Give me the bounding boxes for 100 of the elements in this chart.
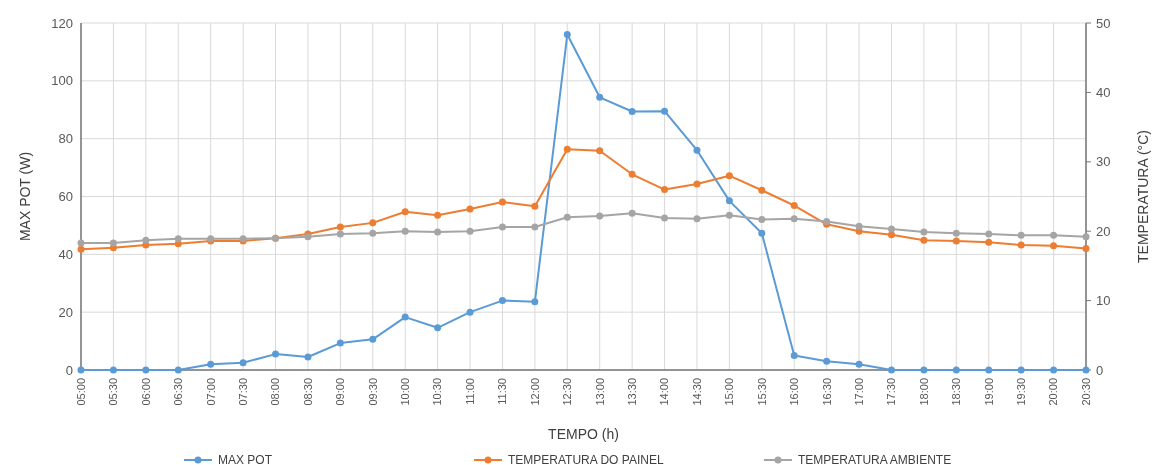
x-tick-label: 14:30	[690, 378, 703, 406]
point	[336, 223, 344, 231]
point	[790, 352, 798, 360]
point	[628, 107, 636, 115]
y-tick-label: 100	[51, 73, 73, 89]
point	[952, 229, 960, 237]
point	[272, 350, 280, 358]
point	[596, 93, 604, 101]
x-tick-label: 09:30	[366, 378, 379, 406]
point	[142, 366, 150, 374]
x-tick-label: 16:30	[820, 378, 833, 406]
x-tick-label: 20:00	[1047, 378, 1060, 406]
y-axis-title: MAX POT (W)	[17, 151, 33, 242]
point	[758, 215, 766, 223]
x-tick-label: 11:30	[496, 378, 509, 405]
y-tick-label: 40	[58, 246, 73, 262]
point	[434, 228, 442, 236]
point	[1017, 231, 1025, 239]
x-tick-label: 06:00	[139, 378, 152, 406]
point	[1082, 233, 1090, 241]
point	[498, 198, 506, 206]
point	[401, 208, 409, 216]
x-tick-label: 12:30	[561, 378, 574, 406]
x-tick-label: 16:00	[788, 378, 801, 406]
point	[725, 197, 733, 205]
point	[563, 145, 571, 153]
point	[369, 335, 377, 343]
point	[1017, 241, 1025, 249]
point	[207, 360, 215, 368]
point	[77, 366, 85, 374]
point	[304, 353, 312, 361]
point	[758, 229, 766, 237]
point	[920, 228, 928, 236]
point	[952, 366, 960, 374]
point	[239, 359, 247, 367]
point	[142, 236, 150, 244]
point	[693, 146, 701, 154]
point	[661, 186, 669, 194]
point	[563, 31, 571, 39]
x-tick-label: 09:00	[334, 378, 347, 406]
point	[596, 147, 604, 155]
point	[369, 219, 377, 227]
point	[336, 230, 344, 238]
point	[466, 205, 474, 213]
x-tick-label: 18:00	[917, 378, 930, 406]
point	[498, 297, 506, 305]
x-tick-label: 12:00	[528, 378, 541, 406]
x-tick-label: 13:30	[625, 378, 638, 406]
x-tick-label: 17:00	[852, 378, 865, 406]
y-tick-label: 80	[58, 131, 73, 147]
point	[1050, 231, 1058, 239]
point	[531, 223, 539, 231]
point	[887, 225, 895, 233]
y2-tick-label: 50	[1096, 15, 1111, 31]
y2-tick-label: 0	[1096, 362, 1104, 378]
x-tick-label: 05:30	[107, 378, 120, 406]
point	[952, 237, 960, 245]
x-tick-label: 15:30	[755, 378, 768, 406]
point	[693, 180, 701, 188]
y2-tick-label: 40	[1096, 84, 1111, 100]
y-tick-label: 120	[51, 15, 73, 31]
point	[790, 202, 798, 210]
point	[563, 213, 571, 221]
point	[985, 366, 993, 374]
x-tick-label: 17:30	[885, 378, 898, 406]
x-tick-label: 06:30	[172, 378, 185, 406]
x-tick-label: 07:30	[236, 378, 249, 406]
point	[855, 360, 863, 368]
point	[920, 236, 928, 244]
point	[855, 222, 863, 230]
point	[596, 212, 604, 220]
point	[1082, 245, 1090, 253]
point	[434, 324, 442, 332]
point	[823, 357, 831, 365]
x-tick-label: 05:00	[74, 378, 87, 406]
point	[466, 308, 474, 316]
x-tick-label: 08:00	[269, 378, 282, 406]
point	[790, 215, 798, 223]
point	[434, 211, 442, 219]
y-tick-label: 0	[65, 362, 73, 378]
point	[401, 227, 409, 235]
x-tick-label: 08:30	[301, 378, 314, 406]
point	[693, 215, 701, 223]
x-tick-label: 19:30	[1015, 378, 1028, 406]
point	[498, 223, 506, 231]
point	[887, 366, 895, 374]
point	[369, 229, 377, 237]
point	[174, 235, 182, 243]
x-tick-label: 20:30	[1079, 378, 1092, 406]
point	[531, 202, 539, 210]
point	[985, 238, 993, 246]
point	[174, 366, 182, 374]
y2-tick-label: 30	[1096, 154, 1111, 170]
point	[628, 170, 636, 178]
x-axis-title: TEMPO (h)	[548, 426, 619, 442]
x-tick-label: 11:00	[463, 378, 476, 405]
point	[109, 239, 117, 247]
legend-label: TEMPERATURA AMBIENTE	[798, 453, 952, 465]
point	[920, 366, 928, 374]
x-tick-label: 10:00	[399, 378, 412, 406]
